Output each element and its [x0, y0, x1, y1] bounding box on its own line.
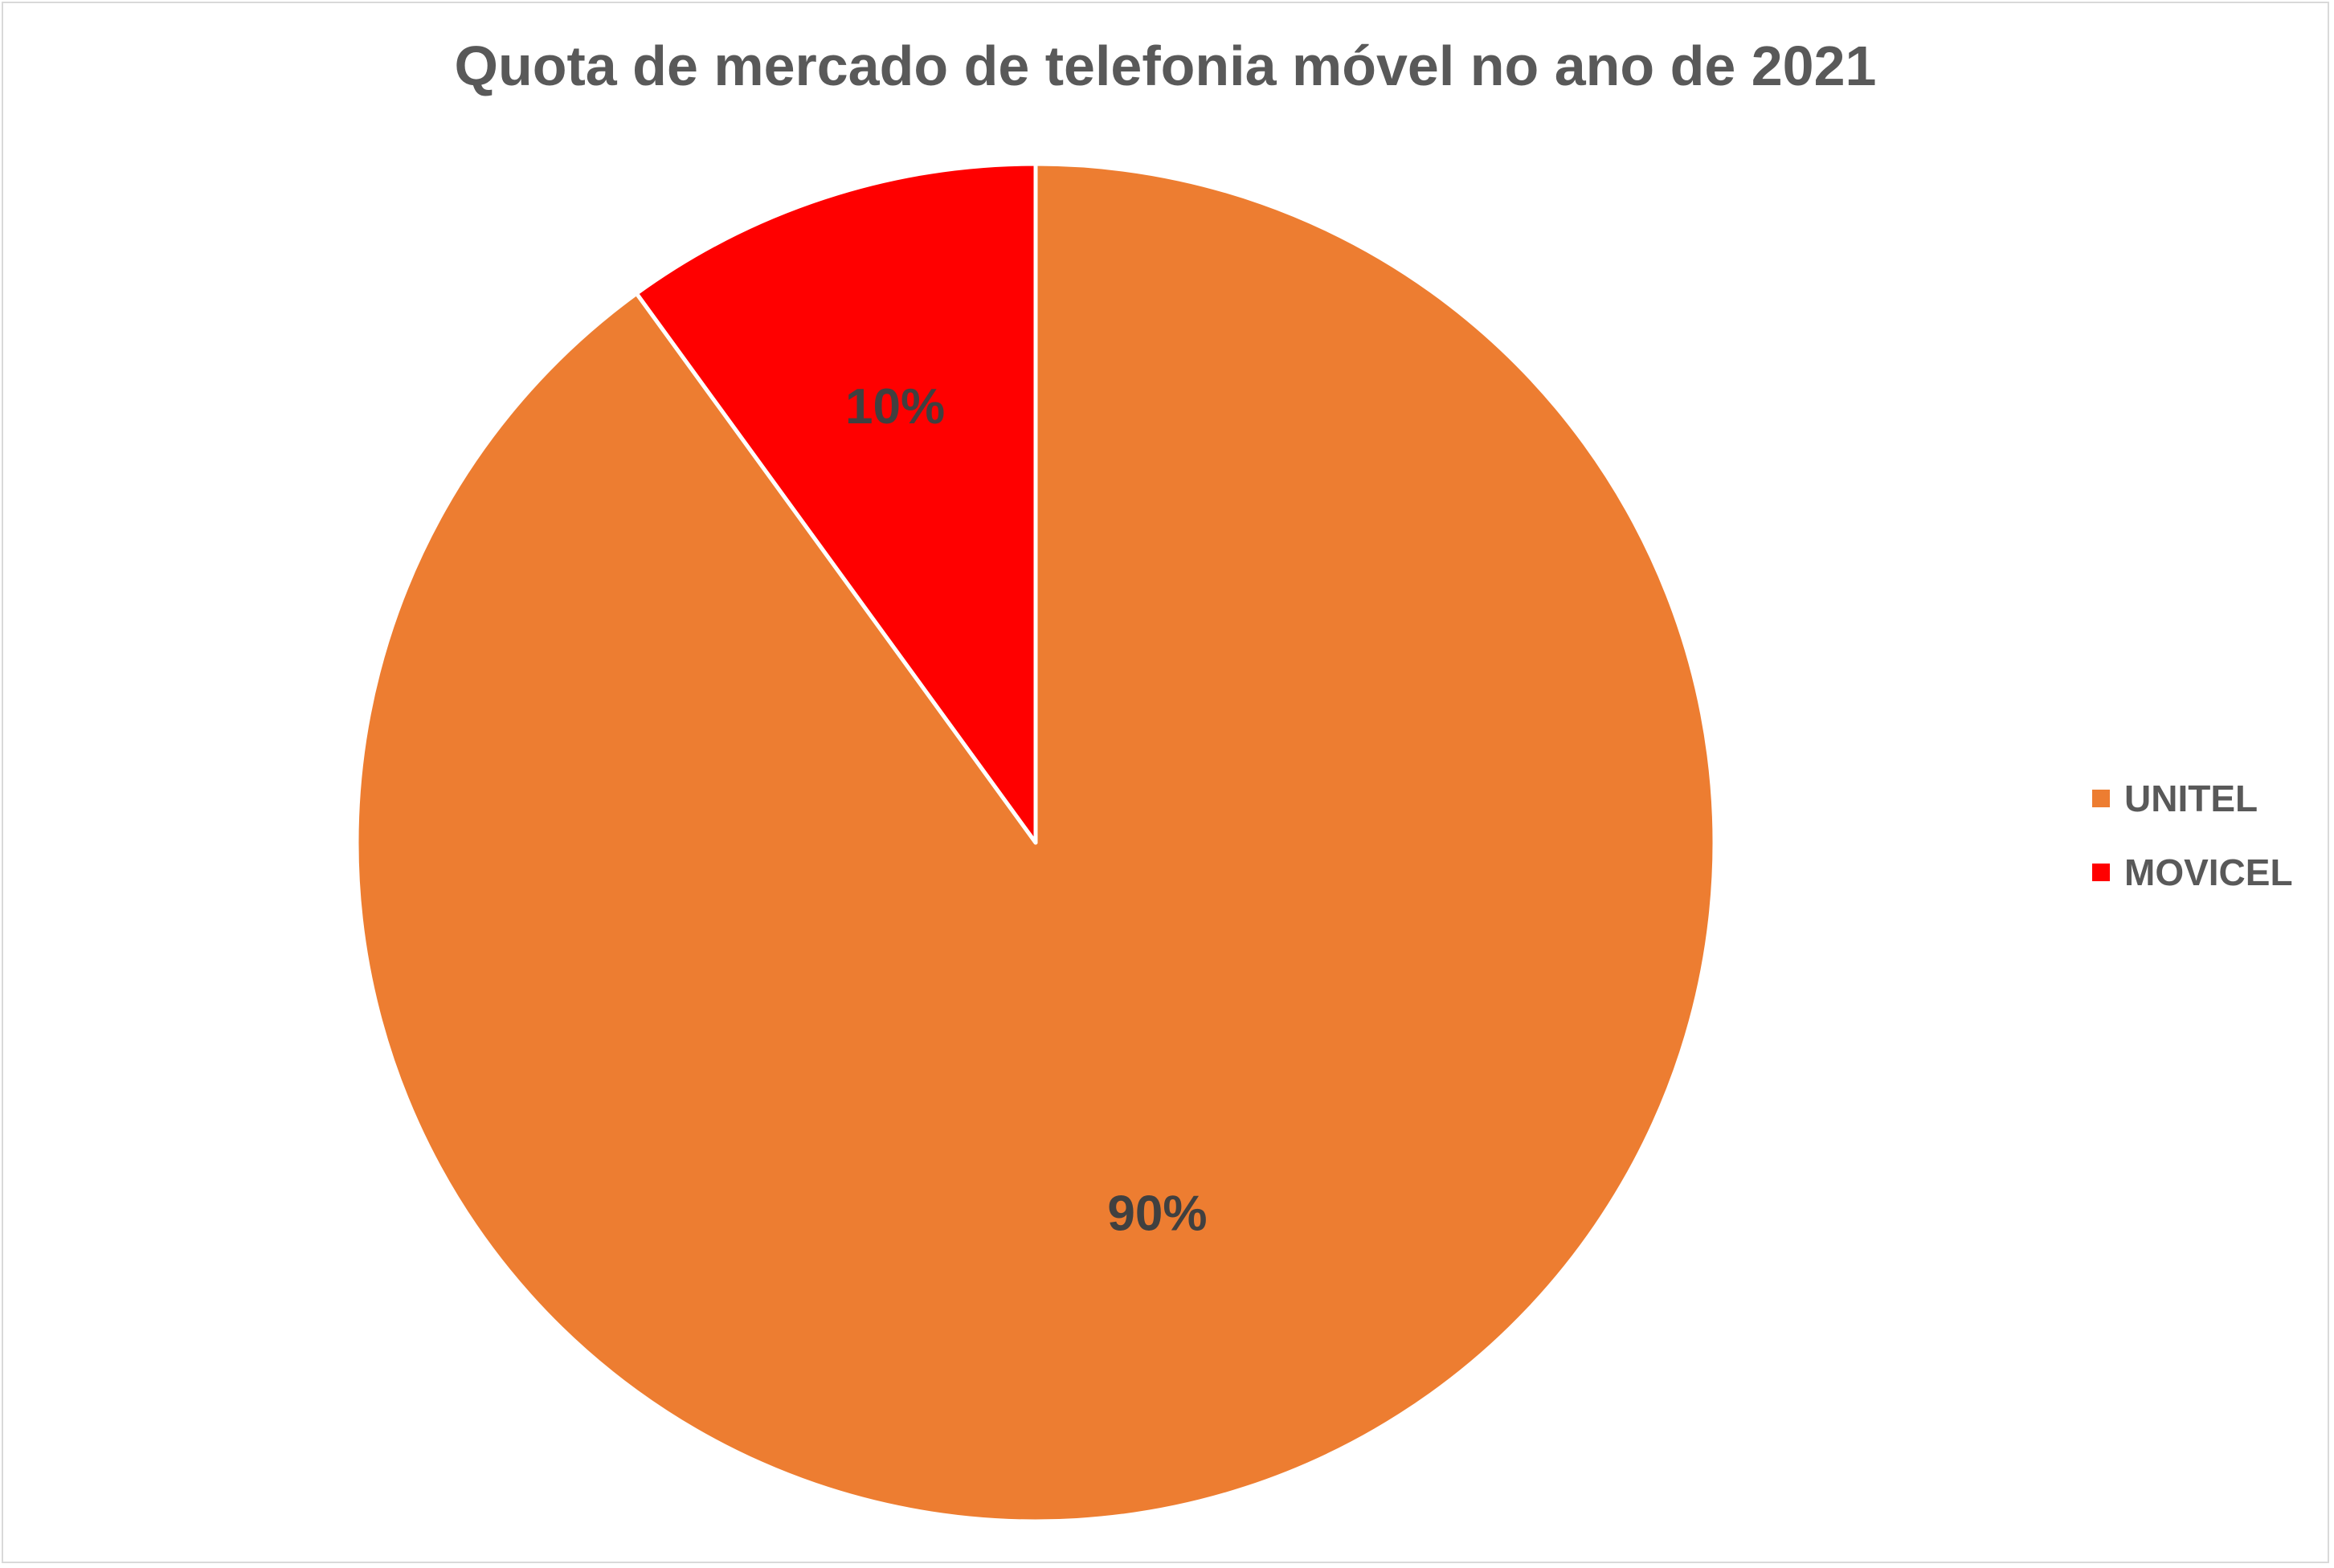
- legend: UNITEL MOVICEL: [2092, 778, 2293, 926]
- chart-title: Quota de mercado de telefonia móvel no a…: [454, 35, 1877, 97]
- pie-slice-movicel: [634, 161, 1038, 845]
- legend-label-movicel: MOVICEL: [2124, 851, 2293, 893]
- legend-swatch-movicel: [2092, 864, 2110, 881]
- data-label-unitel: 90%: [1107, 1186, 1207, 1241]
- pie-chart: 90% 10%: [354, 161, 1717, 1524]
- legend-item-movicel: MOVICEL: [2092, 851, 2293, 893]
- legend-label-unitel: UNITEL: [2124, 778, 2258, 819]
- legend-swatch-unitel: [2092, 790, 2110, 807]
- data-label-movicel: 10%: [845, 379, 945, 435]
- legend-item-unitel: UNITEL: [2092, 778, 2293, 819]
